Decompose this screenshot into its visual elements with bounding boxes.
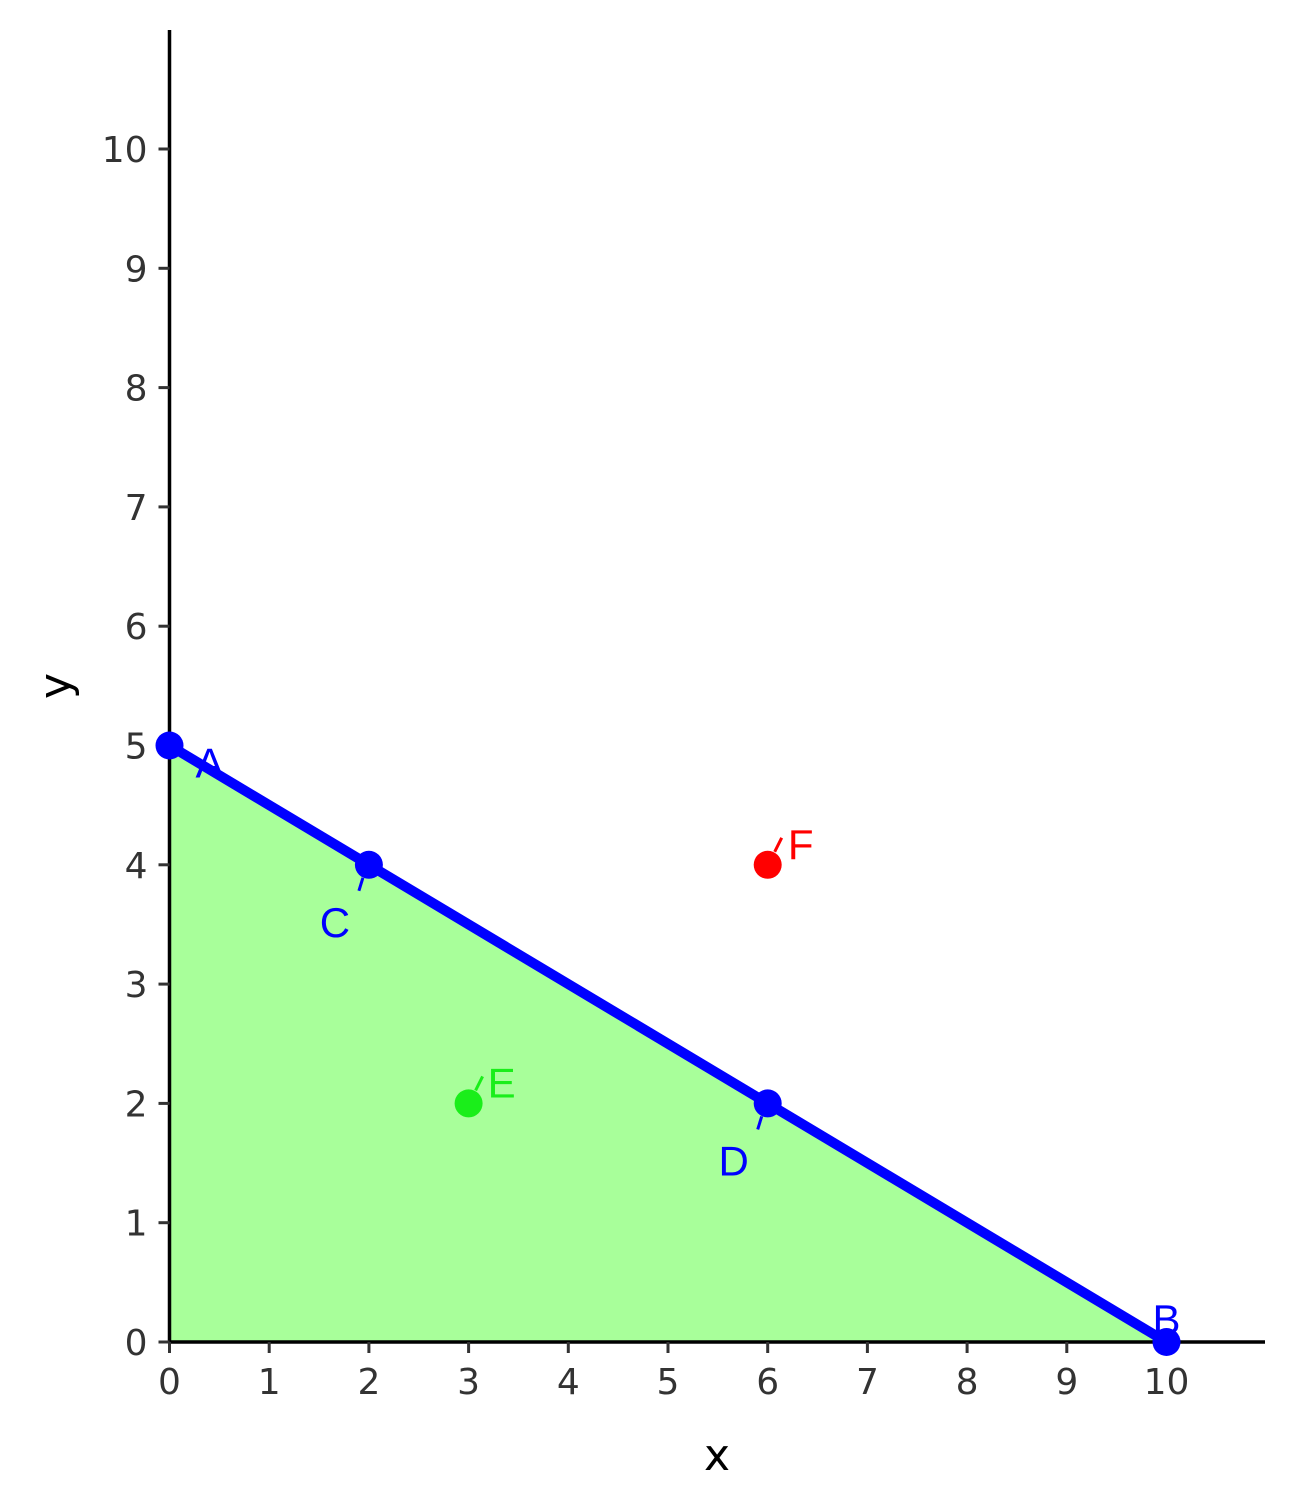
x-tick-label: 0 (158, 1362, 181, 1403)
point-marker (354, 850, 383, 879)
x-tick-label: 8 (956, 1362, 979, 1403)
x-tick-label: 6 (756, 1362, 779, 1403)
point-f: F (753, 821, 814, 879)
y-tick-label: 8 (125, 369, 148, 410)
point-b: B (1152, 1296, 1181, 1356)
x-tick-label: 9 (1055, 1362, 1078, 1403)
point-c: C (320, 850, 383, 946)
point-marker (155, 731, 184, 760)
point-label-leader (773, 837, 784, 853)
point-label: B (1152, 1296, 1180, 1343)
point-marker (753, 1089, 782, 1118)
point-marker (1152, 1328, 1181, 1356)
point-label: E (488, 1059, 516, 1106)
x-tick-label: 7 (856, 1362, 879, 1403)
points-layer: A B C D E F (155, 731, 1181, 1356)
x-tick-label: 4 (557, 1362, 580, 1403)
x-tick-label: 5 (657, 1362, 680, 1403)
x-tick-label: 3 (457, 1362, 480, 1403)
axes-layer: 0 1 2 3 4 5 6 7 8 9 10 0 1 2 3 4 5 6 7 8 9 10 (102, 30, 1265, 1403)
point-label: C (320, 899, 350, 946)
y-tick-label: 2 (125, 1084, 148, 1125)
x-tick-label: 1 (258, 1362, 281, 1403)
point-e: E (454, 1059, 516, 1118)
y-tick-label: 7 (125, 488, 148, 529)
point-label-leader (474, 1075, 484, 1092)
y-tick-label: 9 (125, 249, 148, 290)
point-label: F (788, 821, 814, 868)
x-tick-label: 10 (1144, 1362, 1190, 1403)
y-tick-label: 4 (125, 846, 148, 887)
y-tick-label: 5 (125, 727, 148, 768)
y-tick-label: 0 (125, 1323, 148, 1364)
y-tick-label: 3 (125, 965, 148, 1006)
point-label-leader (756, 1115, 764, 1130)
point-label-leader (357, 877, 365, 892)
y-tick-label: 10 (102, 130, 148, 171)
point-label: A (195, 740, 223, 787)
point-marker (753, 850, 782, 879)
x-tick-label: 2 (357, 1362, 380, 1403)
constraint-line (166, 741, 1170, 1347)
x-axis-title: x (704, 1430, 730, 1481)
point-marker (454, 1089, 483, 1118)
y-axis-title: y (30, 673, 81, 699)
point-label: D (719, 1137, 749, 1184)
y-tick-label: 6 (125, 607, 148, 648)
constraint-line-layer (166, 741, 1170, 1347)
point-d: D (719, 1089, 782, 1184)
point-a: A (155, 731, 224, 787)
y-tick-label: 1 (125, 1204, 148, 1245)
